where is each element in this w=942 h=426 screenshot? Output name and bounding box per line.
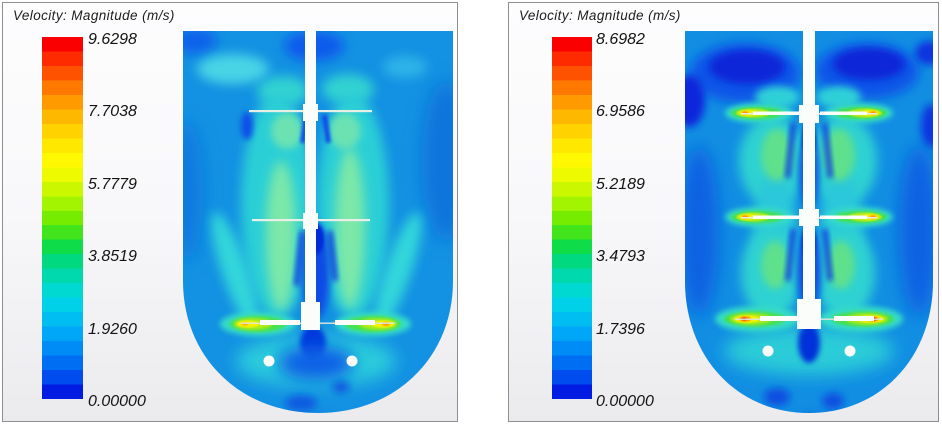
- colorbar-tick-label: 3.4793: [596, 248, 645, 265]
- colorbar: [42, 37, 83, 399]
- agitator-geometry: [735, 31, 883, 357]
- impeller-hub-bottom: [797, 299, 821, 329]
- scene-title: Velocity: Magnitude (m/s): [13, 8, 175, 23]
- colorbar-tick-label: 7.7038: [88, 103, 137, 120]
- impeller-blade-top-right: [820, 111, 867, 115]
- scene-panel-right[interactable]: Velocity: Magnitude (m/s) 8.6982 6.9586 …: [508, 2, 939, 422]
- sparger-hole-right: [346, 355, 358, 367]
- impeller-hub-middle: [799, 209, 819, 226]
- colorbar-tick-label: 9.6298: [88, 31, 137, 48]
- colorbar-tick-label: 8.6982: [596, 31, 645, 48]
- sparger-hole-left: [762, 345, 774, 357]
- tank-contour-view[interactable]: [183, 31, 453, 413]
- impeller-blade-middle-left: [753, 215, 800, 219]
- colorbar-tick-label: 0.00000: [596, 393, 654, 410]
- colorbar-tick-label: 1.7396: [596, 321, 645, 338]
- shaft: [803, 31, 815, 329]
- impeller-blade-middle-right: [820, 215, 867, 219]
- scene-title: Velocity: Magnitude (m/s): [519, 8, 681, 23]
- flow-contours: [183, 31, 453, 413]
- impeller-blade-bottom-right: [335, 320, 375, 325]
- impeller-blade-bottom-left: [760, 316, 800, 321]
- impeller-hub-bottom: [301, 302, 320, 330]
- impeller-blade-bottom-right: [834, 316, 874, 321]
- colorbar-tick-label: 0.00000: [88, 393, 146, 410]
- tank-contour-view[interactable]: [685, 31, 933, 413]
- impeller-blade-top-left: [753, 111, 800, 115]
- sparger-hole-left: [263, 355, 275, 367]
- colorbar-tick-label: 5.7779: [88, 176, 137, 193]
- sparger-hole-right: [844, 345, 856, 357]
- colorbar-tick-label: 3.8519: [88, 248, 137, 265]
- impeller-hub-top: [799, 105, 819, 123]
- impeller-hub-top: [303, 104, 318, 121]
- impeller-blade-bottom-left: [260, 320, 300, 325]
- colorbar-tick-label: 6.9586: [596, 103, 645, 120]
- impeller-hub-middle: [303, 213, 318, 229]
- colorbar-tick-label: 5.2189: [596, 176, 645, 193]
- shaft: [305, 31, 316, 330]
- colorbar: [552, 37, 592, 399]
- colorbar-tick-label: 1.9260: [88, 321, 137, 338]
- scene-panel-left[interactable]: Velocity: Magnitude (m/s) 9.6298 7.7038 …: [2, 2, 458, 422]
- agitator-geometry: [241, 31, 395, 367]
